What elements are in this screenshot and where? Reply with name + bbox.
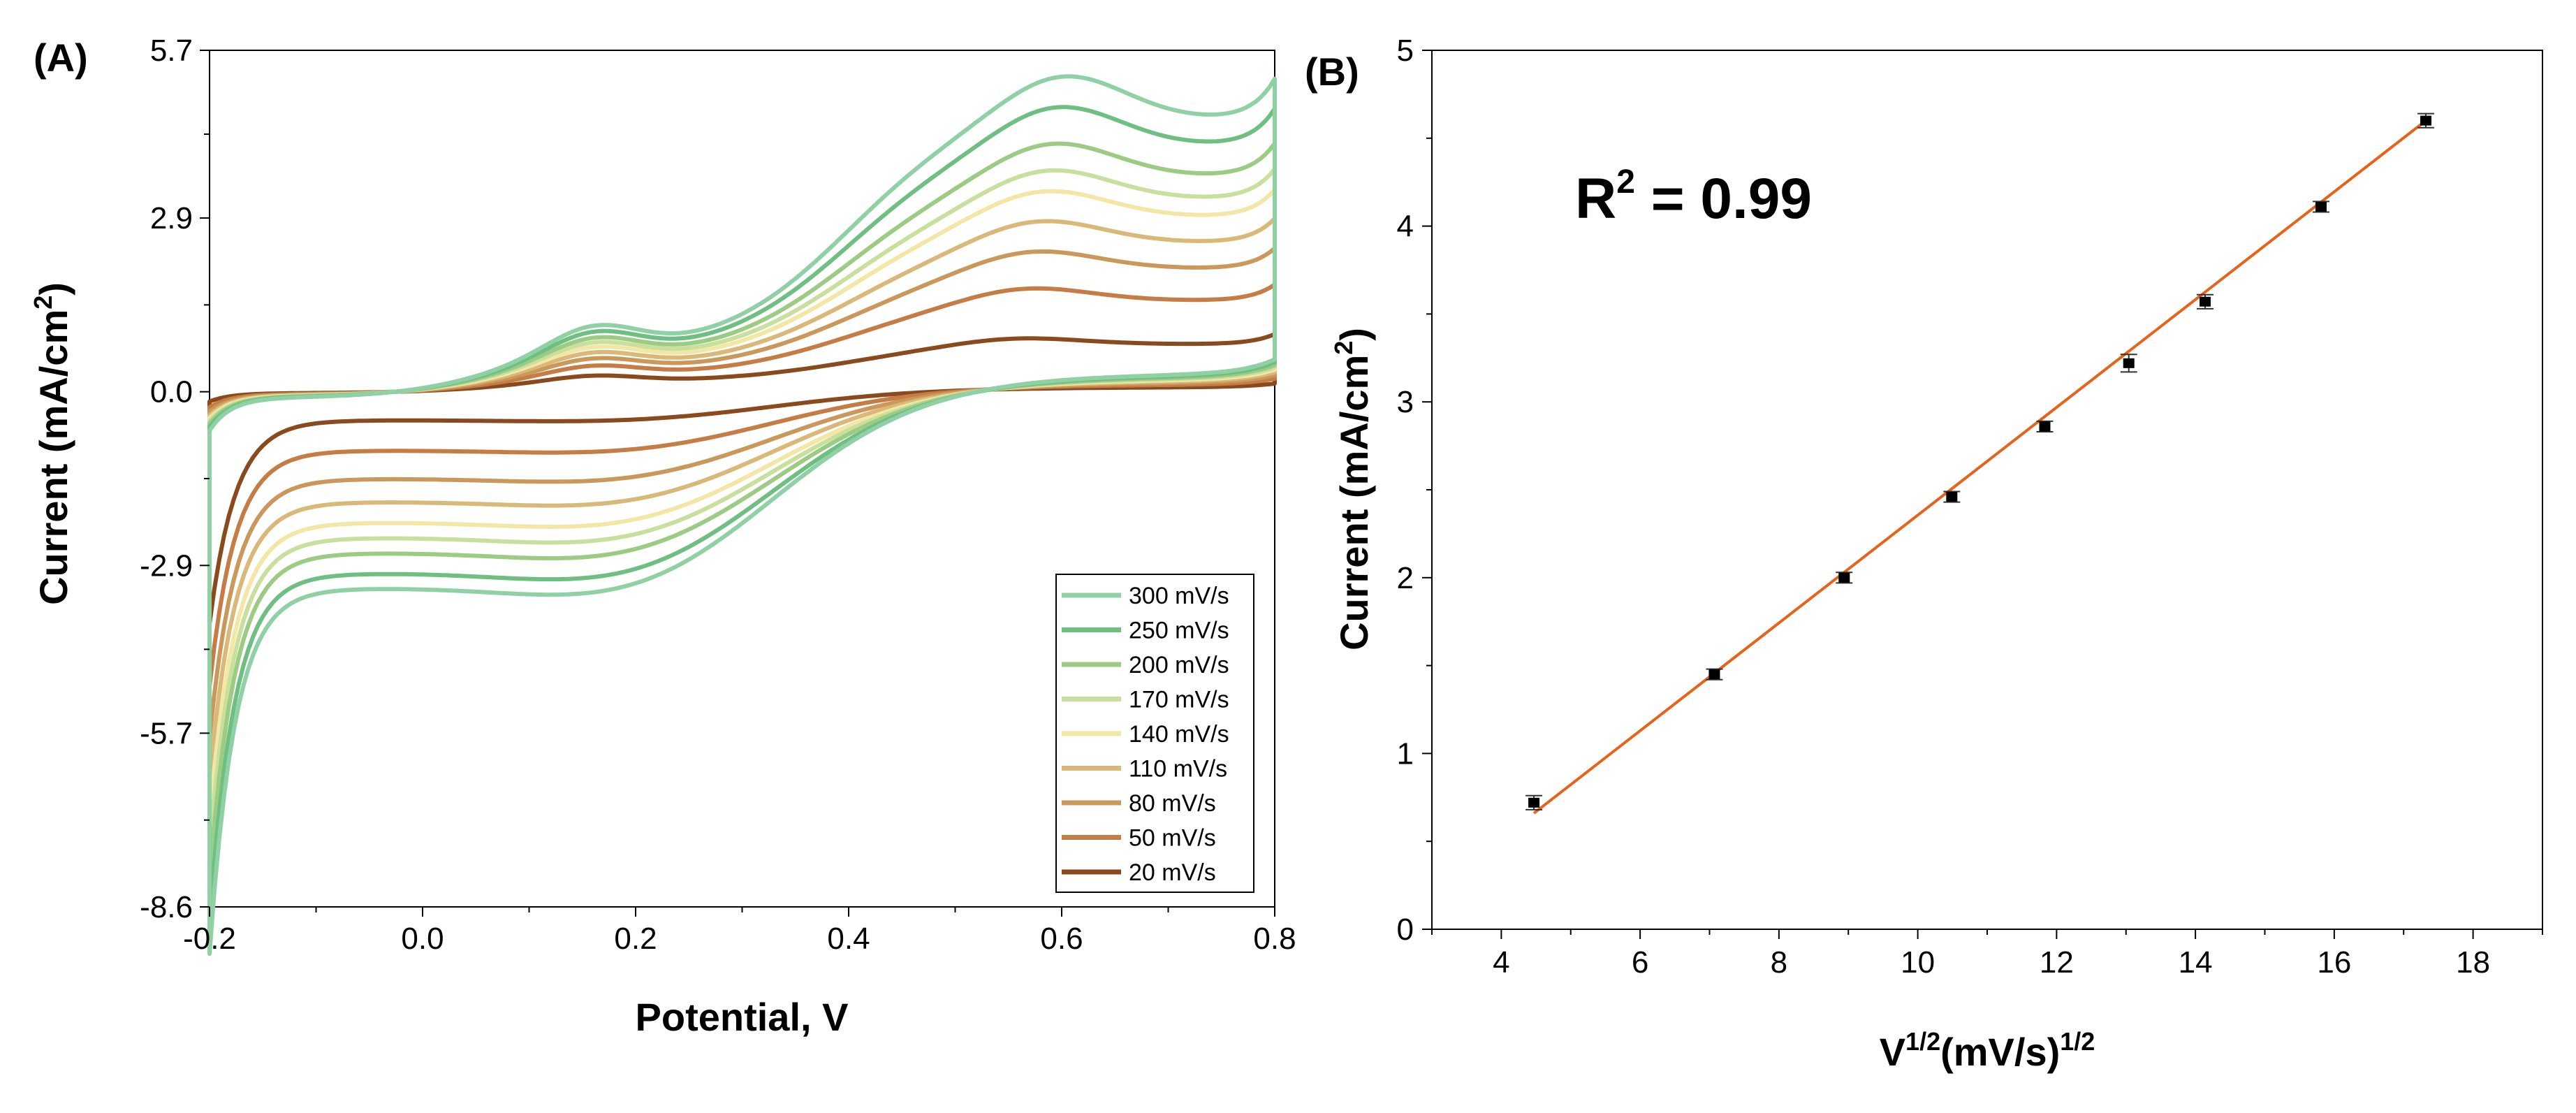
- r-squared-sup: 2: [1616, 163, 1635, 201]
- cal-y-axis-title-tail: ): [1332, 328, 1376, 341]
- cv-chart: -0.2 0.0 0.2 0.4 0.6 0.8 -8.6 -5.7 -2.9 0.0 2.9 5.7…: [29, 34, 1296, 1039]
- cal-x-tick-label: 16: [2317, 945, 2351, 980]
- r-squared-annotation: R2 = 0.99: [1575, 163, 1812, 231]
- cv-y-axis-title: Current (mA/cm2): [29, 282, 75, 605]
- cal-y-tick-label: 0: [1397, 912, 1414, 947]
- cv-axis-ticks: -0.2 0.0 0.2 0.4 0.6 0.8 -8.6 -5.7 -2.9 0.0 2.9 5.7: [140, 34, 1296, 956]
- cal-x-tick-label: 18: [2456, 945, 2490, 980]
- cal-y-tick-label: 3: [1397, 385, 1414, 419]
- linear-fit-line: [1532, 119, 2427, 815]
- cv-y-axis-title-main: Current (mA/cm: [31, 310, 75, 605]
- cv-legend: 300 mV/s 250 mV/s 200 mV/s 170 mV/s 140 mV/s…: [1055, 574, 1254, 893]
- x-title-unit: (mV/s): [1940, 1030, 2060, 1074]
- cv-x-tick-label: 0.0: [401, 922, 444, 956]
- cv-y-tick-label: 0.0: [150, 375, 193, 409]
- cv-y-axis-title-sup: 2: [29, 296, 57, 310]
- cv-x-tick-label: 0.2: [614, 922, 657, 956]
- point-marker: [2420, 115, 2432, 126]
- cv-legend-entry: 170 mV/s: [1129, 687, 1229, 713]
- cv-curve-series: [207, 187, 1277, 822]
- cv-legend-entry: 200 mV/s: [1129, 652, 1229, 678]
- cal-x-tick-label: 12: [2040, 945, 2074, 980]
- cal-x-tick-label: 4: [1493, 945, 1509, 980]
- cv-curves: [207, 74, 1277, 956]
- r-squared-value: = 0.99: [1635, 167, 1812, 231]
- cv-curve-series: [207, 74, 1277, 956]
- data-point: [2036, 420, 2054, 432]
- cv-curve-series: [207, 246, 1277, 741]
- data-point: [1706, 668, 1723, 681]
- cv-curve-series: [207, 216, 1277, 784]
- cv-y-tick-label: -5.7: [140, 716, 193, 750]
- point-marker: [1528, 797, 1540, 808]
- cal-y-axis-title-main: Current (mA/cm: [1332, 355, 1376, 650]
- panel-label-a: (A): [34, 36, 88, 80]
- cv-x-tick-label: -0.2: [183, 922, 236, 956]
- data-point: [1836, 572, 1853, 584]
- cal-y-tick-label: 2: [1397, 561, 1414, 595]
- cal-x-tick-label: 14: [2179, 945, 2213, 980]
- cal-y-tick-label: 5: [1397, 34, 1414, 68]
- cv-legend-entry: 80 mV/s: [1129, 790, 1216, 817]
- cv-legend-entry: 300 mV/s: [1129, 583, 1229, 609]
- cal-y-tick-label: 4: [1397, 210, 1414, 244]
- x-title-sup2: 1/2: [2060, 1027, 2095, 1056]
- panel-label-b: (B): [1305, 50, 1359, 94]
- cv-legend-entry: 110 mV/s: [1129, 756, 1227, 783]
- cv-curve-series: [207, 141, 1277, 882]
- data-point: [2120, 354, 2137, 373]
- point-marker: [1946, 492, 1958, 502]
- calibration-y-axis-title: Current (mA/cm2): [1329, 328, 1376, 650]
- cv-legend-entry: 250 mV/s: [1129, 618, 1229, 644]
- point-marker: [2039, 421, 2051, 432]
- data-point: [2197, 293, 2214, 310]
- cv-y-tick-label: 5.7: [150, 34, 193, 68]
- cal-x-tick-label: 6: [1632, 945, 1648, 980]
- point-marker: [1838, 572, 1850, 583]
- cv-y-tick-label: -2.9: [140, 548, 193, 583]
- x-title-v: V: [1880, 1030, 1905, 1074]
- point-marker: [2315, 201, 2327, 212]
- cv-legend-entry: 20 mV/s: [1129, 859, 1216, 886]
- cv-legend-entry: 50 mV/s: [1129, 825, 1216, 852]
- cv-legend-entry: 140 mV/s: [1129, 721, 1229, 748]
- point-marker: [2123, 358, 2135, 368]
- cal-x-tick-label: 10: [1901, 945, 1935, 980]
- data-point: [1943, 490, 1961, 503]
- cv-curve-series: [207, 332, 1277, 626]
- cv-curve-series: [207, 105, 1277, 922]
- data-point: [2417, 112, 2435, 129]
- x-title-sup1: 1/2: [1905, 1027, 1940, 1056]
- calibration-points: [1525, 112, 2435, 810]
- r-squared-main: R: [1575, 167, 1616, 231]
- cal-y-axis-title-sup: 2: [1329, 341, 1358, 355]
- cv-y-tick-label: -8.6: [140, 890, 193, 924]
- data-point: [1525, 794, 1543, 810]
- cv-curve-series: [207, 166, 1277, 852]
- data-point: [2312, 201, 2329, 213]
- cv-x-tick-label: 0.4: [827, 922, 870, 956]
- cv-curve-series: [207, 282, 1277, 689]
- calibration-x-axis-title: V1/2(mV/s)1/2: [1880, 1027, 2095, 1074]
- cal-y-tick-label: 1: [1397, 736, 1414, 771]
- point-marker: [2200, 296, 2211, 307]
- cv-y-tick-label: 2.9: [150, 201, 193, 235]
- cv-x-tick-label: 0.8: [1253, 922, 1296, 956]
- cal-x-tick-label: 8: [1771, 945, 1787, 980]
- point-marker: [1708, 669, 1720, 680]
- cv-y-axis-title-tail: ): [31, 282, 75, 296]
- cv-x-axis-title: Potential, V: [636, 995, 849, 1039]
- cv-x-tick-label: 0.6: [1040, 922, 1083, 956]
